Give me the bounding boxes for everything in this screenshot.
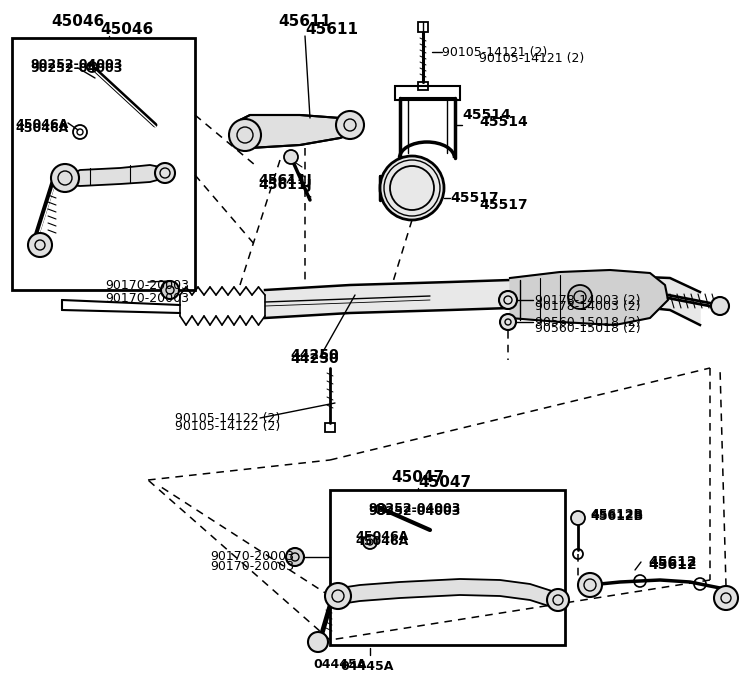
Circle shape	[714, 586, 738, 610]
Bar	[418, 22, 428, 32]
Text: 04445A: 04445A	[314, 658, 367, 671]
Text: 45611: 45611	[305, 22, 358, 37]
Text: 45611J: 45611J	[258, 178, 311, 192]
Text: 90170-20003: 90170-20003	[105, 292, 189, 305]
Bar	[330, 490, 565, 645]
Text: 90105-14121 (2): 90105-14121 (2)	[442, 46, 548, 59]
Text: 45514: 45514	[462, 108, 511, 122]
Circle shape	[229, 119, 261, 151]
Text: 90178-14003 (2): 90178-14003 (2)	[535, 294, 641, 307]
Polygon shape	[265, 276, 700, 325]
Text: 90252-04003: 90252-04003	[368, 505, 460, 518]
Text: 90105-14122 (2): 90105-14122 (2)	[175, 412, 280, 424]
Text: 45611J: 45611J	[258, 173, 311, 187]
Text: 45612B: 45612B	[590, 510, 643, 523]
Text: 45046: 45046	[51, 14, 104, 29]
Circle shape	[578, 573, 602, 597]
Text: 45514: 45514	[479, 115, 527, 129]
Circle shape	[380, 156, 444, 220]
Circle shape	[161, 281, 179, 299]
Bar	[12, 38, 195, 290]
Text: 44250: 44250	[290, 348, 339, 362]
Bar	[325, 423, 335, 432]
Circle shape	[286, 548, 304, 566]
Text: 90105-14122 (2): 90105-14122 (2)	[175, 420, 280, 433]
Text: 90560-15018 (2): 90560-15018 (2)	[535, 316, 641, 328]
Circle shape	[568, 285, 592, 309]
Text: 45612B: 45612B	[590, 508, 643, 521]
Polygon shape	[55, 165, 165, 186]
Text: 45612: 45612	[648, 558, 697, 572]
Text: 45047: 45047	[391, 470, 445, 485]
Circle shape	[363, 535, 377, 549]
Text: 45046: 45046	[100, 22, 153, 37]
Text: 45517: 45517	[479, 198, 527, 212]
Circle shape	[500, 314, 516, 330]
Circle shape	[547, 589, 569, 611]
Text: 45046A: 45046A	[355, 530, 408, 543]
Text: 90252-04003: 90252-04003	[368, 502, 460, 515]
Circle shape	[499, 291, 517, 309]
Polygon shape	[340, 579, 555, 608]
Circle shape	[28, 233, 52, 257]
Polygon shape	[240, 115, 356, 150]
Circle shape	[51, 164, 79, 192]
Text: 90170-20003: 90170-20003	[210, 551, 294, 563]
Text: 45046A: 45046A	[15, 122, 69, 135]
Text: 90560-15018 (2): 90560-15018 (2)	[535, 322, 641, 335]
Circle shape	[325, 583, 351, 609]
Circle shape	[711, 297, 729, 315]
Bar	[395, 86, 460, 100]
Text: 04445A: 04445A	[340, 660, 393, 673]
Circle shape	[308, 632, 328, 652]
Text: 90178-14003 (2): 90178-14003 (2)	[535, 300, 641, 313]
Bar	[418, 82, 428, 90]
Text: 90252-04003: 90252-04003	[30, 62, 122, 75]
Circle shape	[155, 163, 175, 183]
Text: 90252-04003: 90252-04003	[30, 58, 122, 71]
Text: 45046A: 45046A	[15, 118, 69, 131]
Text: 90170-20003: 90170-20003	[105, 278, 189, 292]
Text: 90105-14121 (2): 90105-14121 (2)	[479, 52, 584, 65]
Polygon shape	[510, 270, 668, 325]
Text: 45612: 45612	[648, 555, 697, 569]
Circle shape	[571, 511, 585, 525]
Text: 45046A: 45046A	[355, 535, 408, 548]
Circle shape	[284, 150, 298, 164]
Text: 44250: 44250	[290, 352, 339, 366]
Text: 45517: 45517	[450, 191, 498, 205]
Text: 45047: 45047	[418, 475, 471, 490]
Text: 45611: 45611	[279, 14, 332, 29]
Circle shape	[336, 111, 364, 139]
Text: 90170-20003: 90170-20003	[210, 560, 294, 573]
